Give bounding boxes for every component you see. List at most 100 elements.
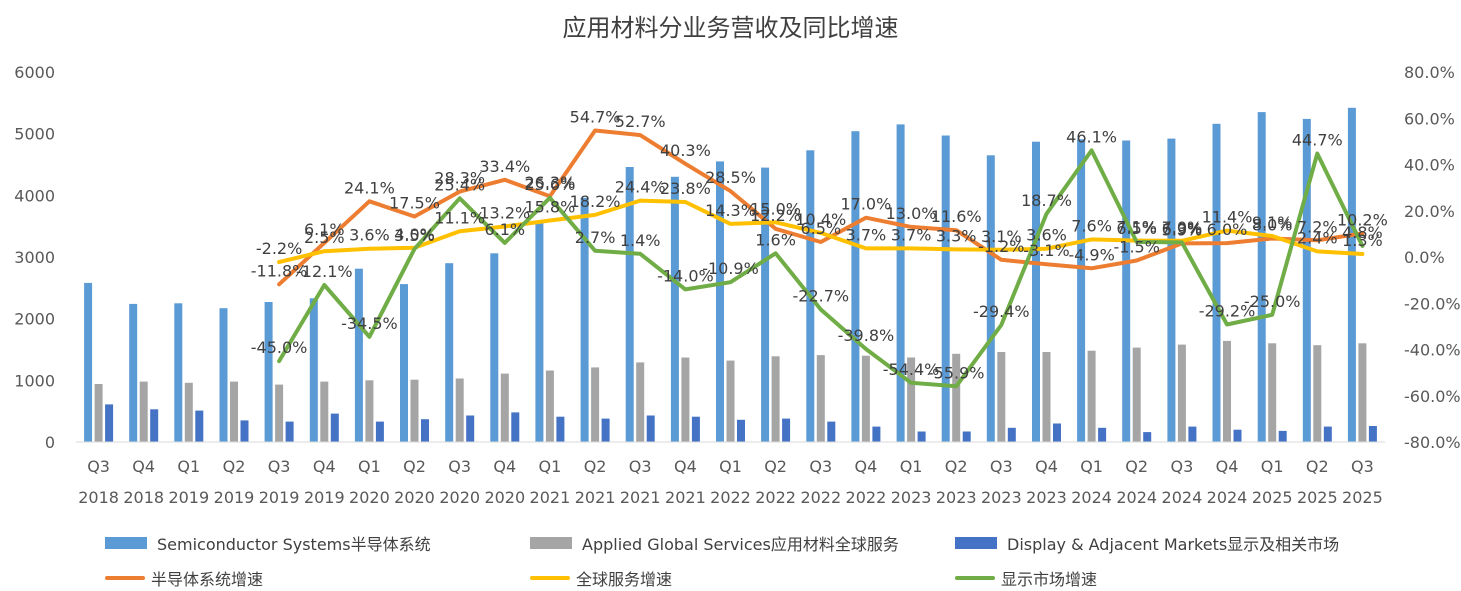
bar-0-4 xyxy=(264,302,273,442)
legend-swatch xyxy=(955,537,997,549)
x-tick-quarter: Q3 xyxy=(990,457,1013,476)
x-tick-quarter: Q2 xyxy=(1125,457,1148,476)
bar-0-27 xyxy=(1302,118,1311,443)
data-label-2-27: 44.7% xyxy=(1292,131,1343,150)
x-tick-quarter: Q3 xyxy=(1171,457,1194,476)
data-labels-layer: -11.8% 6.1% 24.1%17.5% 28.3%33.4%26.3% 54.7%… xyxy=(251,108,1388,383)
right-axis-tick: 60.0% xyxy=(1404,109,1455,128)
data-label-2-25: -29.2% xyxy=(1199,302,1256,321)
data-label-0-5: 6.1% xyxy=(304,220,345,239)
bar-2-28 xyxy=(1368,426,1377,442)
x-tick-year: 2021 xyxy=(530,488,571,507)
bar-2-9 xyxy=(511,412,520,442)
right-axis-tick: -60.0% xyxy=(1404,387,1461,406)
bar-0-20 xyxy=(986,155,995,443)
bar-1-20 xyxy=(997,352,1006,442)
data-label-1-9: 13.2% xyxy=(479,204,530,223)
data-label-1-22: 7.6% xyxy=(1071,216,1112,235)
left-axis-tick: 2000 xyxy=(14,310,55,329)
bar-2-0 xyxy=(105,404,114,442)
bar-2-14 xyxy=(737,419,745,442)
data-label-2-16: -22.7% xyxy=(792,287,849,306)
left-axis-tick: 5000 xyxy=(14,125,55,144)
data-label-1-18: 3.7% xyxy=(891,225,932,244)
bar-1-22 xyxy=(1087,350,1096,442)
x-tick-year: 2020 xyxy=(349,488,390,507)
bar-2-18 xyxy=(917,431,926,442)
bar-2-27 xyxy=(1323,426,1332,442)
bar-1-2 xyxy=(184,382,193,442)
bar-0-19 xyxy=(941,135,950,442)
legend-swatch xyxy=(105,537,147,549)
data-label-2-24: 6.3% xyxy=(1162,219,1203,238)
data-label-1-12: 24.4% xyxy=(615,178,666,197)
bar-2-7 xyxy=(421,419,429,442)
bar-1-10 xyxy=(545,370,554,442)
legend-item-semiconductor: Semiconductor Systems半导体系统 xyxy=(105,531,431,555)
data-label-2-22: 46.1% xyxy=(1066,127,1117,146)
data-label-2-12: 1.4% xyxy=(620,231,661,250)
bar-1-13 xyxy=(681,357,690,442)
data-label-1-7: 4.0% xyxy=(394,225,435,244)
bar-2-26 xyxy=(1278,430,1287,442)
right-axis-tick: 40.0% xyxy=(1404,156,1455,175)
x-tick-quarter: Q1 xyxy=(358,457,381,476)
x-tick-year: 2021 xyxy=(620,488,661,507)
data-label-2-5: -12.1% xyxy=(296,262,353,281)
x-tick-year: 2024 xyxy=(1071,488,1112,507)
data-label-2-4: -45.0% xyxy=(251,338,308,357)
x-tick-quarter: Q2 xyxy=(945,457,968,476)
x-tick-year: 2019 xyxy=(304,488,345,507)
data-label-0-28: 10.2% xyxy=(1337,210,1388,229)
x-tick-quarter: Q3 xyxy=(629,457,652,476)
bar-2-12 xyxy=(646,415,655,442)
x-tick-quarter: Q1 xyxy=(900,457,923,476)
left-axis-tick: 1000 xyxy=(14,371,55,390)
x-tick-year: 2020 xyxy=(484,488,525,507)
x-tick-year: 2024 xyxy=(1162,488,1203,507)
axes-layer: 0 1000 2000 3000 4000 5000 6000 -80.0% -60.0% -40… xyxy=(14,63,1460,507)
bar-0-8 xyxy=(445,263,454,442)
data-label-0-27: 7.2% xyxy=(1297,217,1338,236)
legend-item-services-growth: 全球服务增速 xyxy=(530,566,672,590)
data-label-0-15: 12.2% xyxy=(750,206,801,225)
bar-0-25 xyxy=(1212,123,1221,443)
bar-2-19 xyxy=(962,431,971,442)
bar-1-21 xyxy=(1042,352,1051,442)
data-label-0-6: 24.1% xyxy=(344,178,395,197)
data-label-1-13: 23.8% xyxy=(660,179,711,198)
x-tick-quarter: Q3 xyxy=(87,457,110,476)
bar-1-27 xyxy=(1313,345,1322,442)
x-tick-quarter: Q4 xyxy=(132,457,155,476)
x-tick-year: 2023 xyxy=(891,488,932,507)
data-label-1-24: 7.0% xyxy=(1162,218,1203,237)
x-tick-quarter: Q2 xyxy=(223,457,246,476)
legend-item-semi-growth: 半导体系统增速 xyxy=(105,566,263,590)
x-tick-quarter: Q1 xyxy=(719,457,742,476)
bar-1-1 xyxy=(139,381,148,442)
bar-0-15 xyxy=(761,167,770,442)
data-label-2-6: -34.5% xyxy=(341,314,398,333)
right-axis-tick: -80.0% xyxy=(1404,433,1461,452)
bar-2-10 xyxy=(556,416,565,442)
data-label-0-16: 6.5% xyxy=(800,219,841,238)
bar-1-17 xyxy=(861,355,870,442)
bar-0-18 xyxy=(896,124,905,443)
data-label-2-20: -29.4% xyxy=(973,302,1030,321)
x-tick-quarter: Q3 xyxy=(809,457,832,476)
x-tick-quarter: Q3 xyxy=(1351,457,1374,476)
bar-0-23 xyxy=(1122,140,1131,442)
bar-2-16 xyxy=(827,421,836,442)
bar-1-25 xyxy=(1223,340,1231,442)
bar-0-2 xyxy=(174,303,183,443)
legend-label: 半导体系统增速 xyxy=(151,570,264,589)
x-tick-year: 2018 xyxy=(123,488,164,507)
legend-item-display-growth: 显示市场增速 xyxy=(955,566,1097,590)
x-tick-year: 2020 xyxy=(394,488,435,507)
legend-swatch xyxy=(955,576,995,580)
data-label-0-25: 6.0% xyxy=(1207,220,1248,239)
data-label-0-10: 26.3% xyxy=(524,173,575,192)
x-tick-quarter: Q4 xyxy=(493,457,516,476)
data-label-1-26: 9.1% xyxy=(1252,213,1293,232)
legend-item-global-services: Applied Global Services应用材料全球服务 xyxy=(530,531,899,555)
